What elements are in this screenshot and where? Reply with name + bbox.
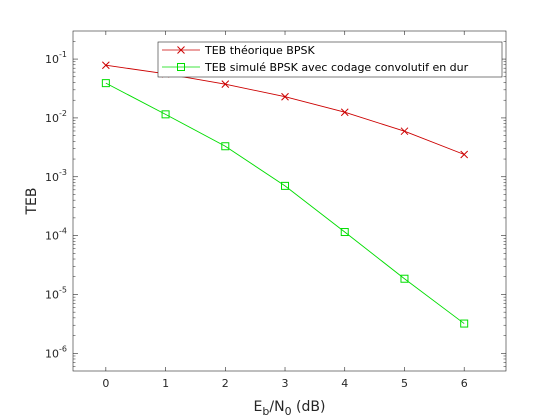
axes-box [72,30,507,372]
data-point-square [340,228,349,237]
data-point-square [161,110,170,119]
legend-marker-x [177,46,185,54]
data-point-x [101,61,110,70]
y-tick-label: 10-2 [45,109,67,125]
plot-area [72,30,507,372]
x-tick-label: 5 [401,377,408,390]
y-tick-label: 10-5 [45,285,67,301]
legend-label-theoretical: TEB théorique BPSK [204,44,315,57]
y-tick-label: 10-3 [45,168,67,184]
x-tick-label: 6 [461,377,468,390]
series-line-1 [105,82,465,324]
y-axis-label: TEB [24,187,40,215]
data-point-square [221,142,230,151]
data-point-x [281,92,289,101]
data-point-x [400,127,409,136]
data-point-x [221,80,230,88]
data-point-square [400,274,409,283]
data-point-square [460,319,469,328]
x-tick-label: 4 [341,377,348,390]
legend-box [157,41,503,78]
data-point-square [101,79,110,88]
y-tick-label: 10-6 [45,344,67,360]
legend: TEB théorique BPSK TEB simulé BPSK avec … [157,41,503,78]
data-point-x [460,150,469,159]
x-tick-label: 1 [162,377,169,390]
y-tick-label: 10-4 [45,227,67,243]
data-point-square [281,181,290,190]
x-tick-label: 3 [282,377,289,390]
y-axis: 10-1 10-2 10-3 10-4 10-5 10-6 [45,41,506,367]
x-axis-label: Eb/N0 (dB) [254,399,326,418]
y-tick-label: 10-1 [45,50,67,66]
x-tick-label: 2 [222,377,229,390]
data-point-x [340,108,349,117]
x-tick-label: 0 [102,377,109,390]
x-axis: 0 1 2 3 4 5 6 [102,31,468,390]
legend-marker-square [177,63,185,71]
legend-label-simulated: TEB simulé BPSK avec codage convolutif e… [204,61,469,74]
